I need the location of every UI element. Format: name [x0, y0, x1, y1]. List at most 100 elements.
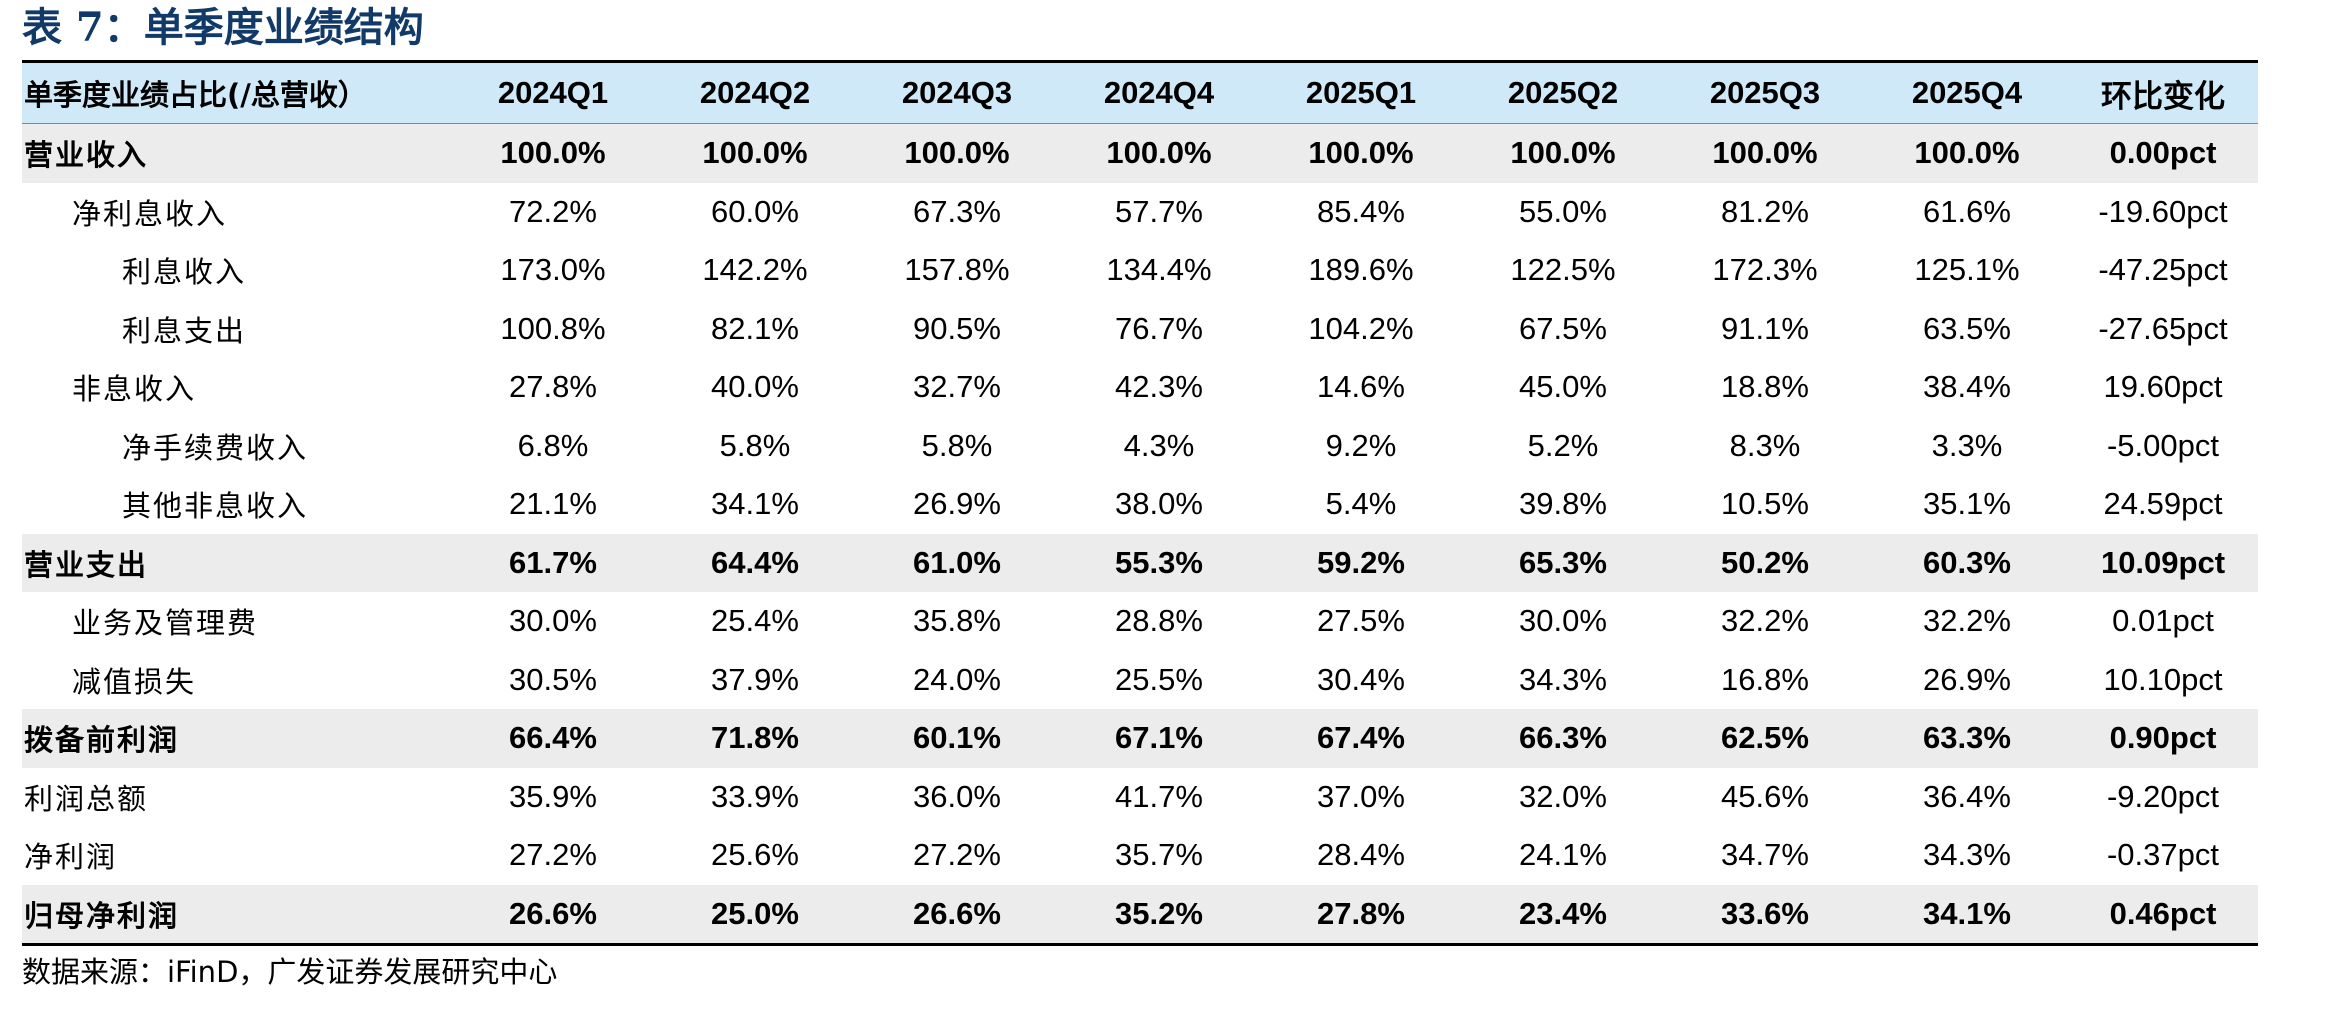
table-row: 营业收入 100.0% 100.0% 100.0% 100.0% 100.0% 100.0%…	[22, 123, 2258, 183]
value-cell: 66.4%	[452, 709, 654, 768]
table-row: 净利息收入 72.2% 60.0% 67.3% 57.7% 85.4% 55.0% 81.2%…	[22, 183, 2258, 242]
value-cell: 60.1%	[856, 709, 1058, 768]
header-row: 单季度业绩占比(/总营收） 2024Q1 2024Q2 2024Q3 2024Q…	[22, 60, 2258, 124]
value-cell: 81.2%	[1721, 193, 1809, 229]
value-cell: 61.7%	[452, 533, 654, 592]
qoq-change-cell: -5.00pct	[2106, 427, 2219, 463]
value-cell: 26.9%	[1923, 661, 2011, 697]
table-row: 利息收入 173.0% 142.2% 157.8% 134.4% 189.6% 122.5%…	[22, 241, 2258, 300]
qoq-change-cell: -47.25pct	[2098, 252, 2228, 288]
value-cell: 100.0%	[654, 123, 856, 183]
table-container: 单季度业绩占比(/总营收） 2024Q1 2024Q2 2024Q3 2024Q…	[22, 60, 2258, 946]
source-note: 数据来源：iFinD，广发证券发展研究中心	[22, 955, 558, 989]
row-label: 利润总额	[24, 781, 149, 816]
value-cell: 125.1%	[1914, 252, 2020, 288]
row-label: 净手续费收入	[122, 430, 309, 465]
value-cell: 42.3%	[1115, 369, 1203, 405]
value-cell: 67.3%	[913, 193, 1001, 229]
value-cell: 37.9%	[711, 661, 799, 697]
header-cell-2024q1: 2024Q1	[452, 60, 654, 124]
value-cell: 45.6%	[1721, 778, 1809, 814]
row-label: 净利润	[24, 840, 118, 875]
value-cell: 41.7%	[1115, 778, 1203, 814]
qoq-change-cell: 10.10pct	[2103, 661, 2223, 697]
value-cell: 39.8%	[1519, 486, 1607, 522]
value-cell: 28.4%	[1317, 837, 1405, 873]
value-cell: 25.6%	[711, 837, 799, 873]
value-cell: 9.2%	[1325, 427, 1397, 463]
value-cell: 23.4%	[1462, 884, 1664, 946]
row-label: 利息收入	[122, 255, 247, 290]
value-cell: 16.8%	[1721, 661, 1809, 697]
value-cell: 60.3%	[1866, 533, 2068, 592]
value-cell: 33.6%	[1664, 884, 1866, 946]
table-row: 非息收入 27.8% 40.0% 32.7% 42.3% 14.6% 45.0% 18.8% 3…	[22, 358, 2258, 417]
value-cell: 60.0%	[711, 193, 799, 229]
value-cell: 27.5%	[1317, 603, 1405, 639]
value-cell: 37.0%	[1317, 778, 1405, 814]
row-label: 营业收入	[22, 123, 452, 183]
qoq-change-cell: -0.37pct	[2106, 837, 2219, 873]
value-cell: 67.5%	[1519, 310, 1607, 346]
value-cell: 27.2%	[913, 837, 1001, 873]
value-cell: 100.0%	[1462, 123, 1664, 183]
qoq-change-cell: 24.59pct	[2103, 486, 2223, 522]
header-cell-2025q1: 2025Q1	[1260, 60, 1462, 124]
header-cell-2025q3: 2025Q3	[1664, 60, 1866, 124]
value-cell: 64.4%	[654, 533, 856, 592]
qoq-change-cell: -27.65pct	[2098, 310, 2228, 346]
value-cell: 34.3%	[1923, 837, 2011, 873]
row-label: 业务及管理费	[72, 606, 259, 641]
value-cell: 5.8%	[719, 427, 791, 463]
value-cell: 34.1%	[711, 486, 799, 522]
value-cell: 21.1%	[509, 486, 597, 522]
value-cell: 157.8%	[904, 252, 1010, 288]
value-cell: 76.7%	[1115, 310, 1203, 346]
value-cell: 5.2%	[1527, 427, 1599, 463]
value-cell: 66.3%	[1462, 709, 1664, 768]
value-cell: 38.4%	[1923, 369, 2011, 405]
table-row: 归母净利润 26.6% 25.0% 26.6% 35.2% 27.8% 23.4% 33.6%…	[22, 884, 2258, 946]
table-body: 营业收入 100.0% 100.0% 100.0% 100.0% 100.0% 100.0%…	[22, 123, 2258, 946]
value-cell: 35.2%	[1058, 884, 1260, 946]
value-cell: 30.5%	[509, 661, 597, 697]
value-cell: 35.8%	[913, 603, 1001, 639]
value-cell: 100.0%	[1664, 123, 1866, 183]
table-row: 营业支出 61.7% 64.4% 61.0% 55.3% 59.2% 65.3% 50.2% 6…	[22, 533, 2258, 592]
row-label: 拨备前利润	[22, 709, 452, 768]
row-label: 营业支出	[22, 533, 452, 592]
table-row: 减值损失 30.5% 37.9% 24.0% 25.5% 30.4% 34.3% 16.8% 2…	[22, 651, 2258, 710]
qoq-change-cell: 10.09pct	[2068, 533, 2258, 592]
value-cell: 25.5%	[1115, 661, 1203, 697]
value-cell: 34.3%	[1519, 661, 1607, 697]
value-cell: 25.4%	[711, 603, 799, 639]
qoq-change-cell: 0.90pct	[2068, 709, 2258, 768]
table-row: 净手续费收入 6.8% 5.8% 5.8% 4.3% 9.2% 5.2% 8.3% 3.3% -5…	[22, 417, 2258, 476]
header-cell-2025q2: 2025Q2	[1462, 60, 1664, 124]
value-cell: 100.0%	[1866, 123, 2068, 183]
value-cell: 10.5%	[1721, 486, 1809, 522]
value-cell: 61.6%	[1923, 193, 2011, 229]
value-cell: 100.0%	[1058, 123, 1260, 183]
value-cell: 172.3%	[1712, 252, 1818, 288]
value-cell: 27.8%	[1260, 884, 1462, 946]
value-cell: 134.4%	[1106, 252, 1212, 288]
qoq-change-cell: -19.60pct	[2098, 193, 2228, 229]
value-cell: 32.0%	[1519, 778, 1607, 814]
table-row: 净利润 27.2% 25.6% 27.2% 35.7% 28.4% 24.1% 34.7% 34…	[22, 826, 2258, 885]
value-cell: 30.4%	[1317, 661, 1405, 697]
performance-table: 单季度业绩占比(/总营收） 2024Q1 2024Q2 2024Q3 2024Q…	[22, 60, 2258, 946]
value-cell: 14.6%	[1317, 369, 1405, 405]
header-cell-2025q4: 2025Q4	[1866, 60, 2068, 124]
value-cell: 59.2%	[1260, 533, 1462, 592]
table-row: 拨备前利润 66.4% 71.8% 60.1% 67.1% 67.4% 66.3% 62.5%…	[22, 709, 2258, 768]
header-cell-2024q3: 2024Q3	[856, 60, 1058, 124]
value-cell: 67.4%	[1260, 709, 1462, 768]
qoq-change-cell: 0.00pct	[2068, 123, 2258, 183]
value-cell: 63.3%	[1866, 709, 2068, 768]
header-cell-2024q4: 2024Q4	[1058, 60, 1260, 124]
value-cell: 71.8%	[654, 709, 856, 768]
value-cell: 100.0%	[856, 123, 1058, 183]
value-cell: 100.8%	[500, 310, 606, 346]
value-cell: 24.1%	[1519, 837, 1607, 873]
